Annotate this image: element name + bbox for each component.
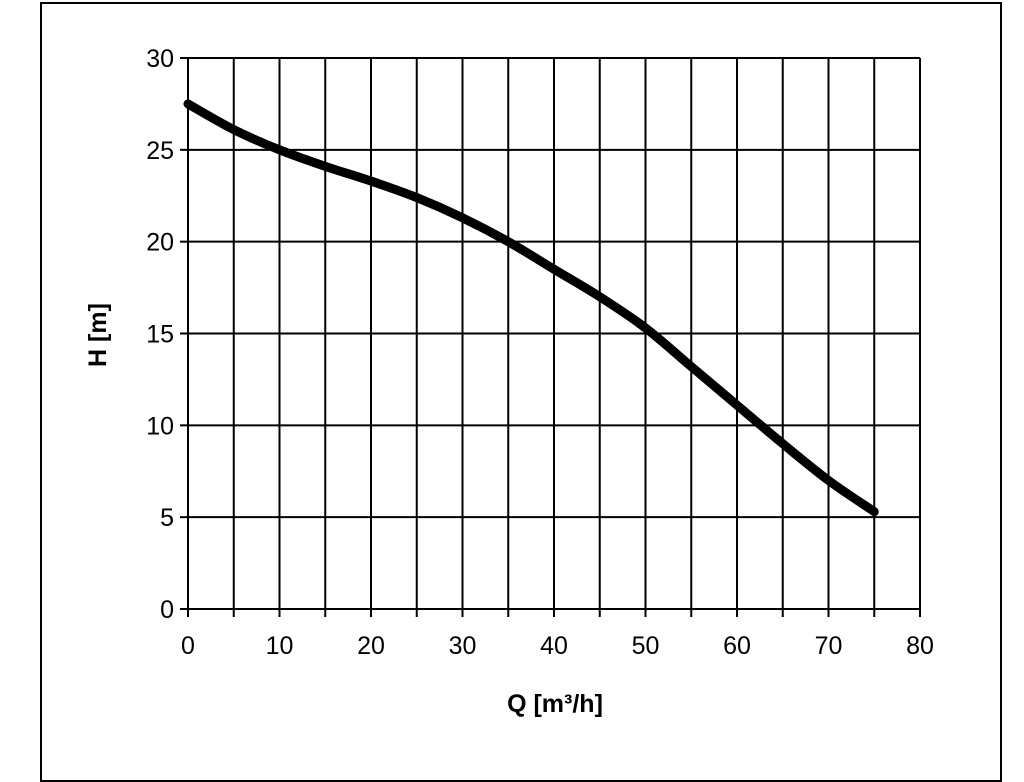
x-tick-label: 40 (540, 632, 568, 660)
y-tick-label: 0 (160, 596, 174, 624)
x-tick-label: 70 (815, 632, 843, 660)
x-tick-label: 0 (181, 632, 195, 660)
x-axis-title: Q [m³/h] (507, 690, 603, 718)
tick-marks (180, 57, 921, 617)
x-tick-label: 60 (723, 632, 751, 660)
series-lines (183, 99, 879, 517)
x-tick-label: 10 (266, 632, 294, 660)
x-tick-label: 20 (357, 632, 385, 660)
x-tick-label: 50 (632, 632, 660, 660)
grid (187, 57, 921, 610)
y-tick-label: 10 (146, 412, 174, 440)
y-tick-labels: 0 5 10 15 20 25 30 (146, 45, 174, 624)
y-tick-label: 15 (146, 321, 174, 349)
x-tick-label: 80 (906, 632, 934, 660)
y-tick-label: 25 (146, 137, 174, 165)
x-tick-labels: 0 10 20 30 40 50 60 70 80 (181, 632, 934, 660)
x-tick-label: 30 (449, 632, 477, 660)
y-tick-label: 20 (146, 229, 174, 257)
y-tick-label: 30 (146, 45, 174, 73)
y-tick-label: 5 (160, 504, 174, 532)
series-line (183, 99, 879, 517)
y-axis-title: H [m] (84, 303, 112, 367)
